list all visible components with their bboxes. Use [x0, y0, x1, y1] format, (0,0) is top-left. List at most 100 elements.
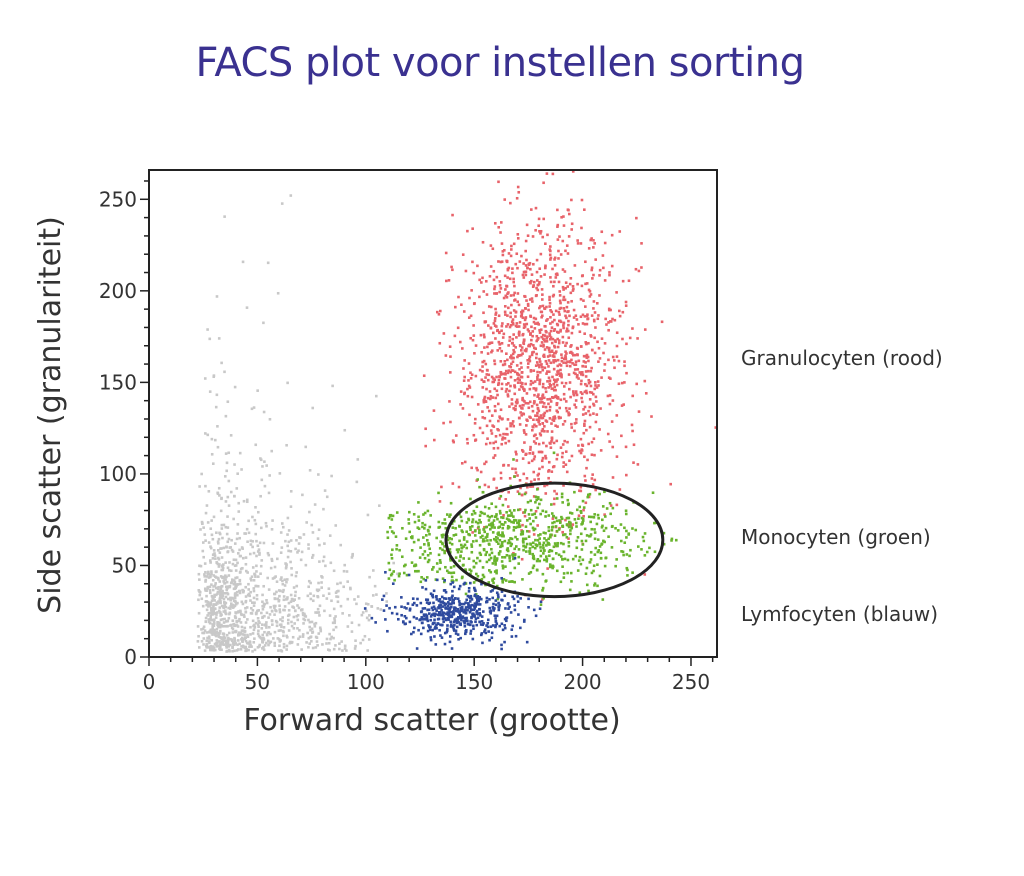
data-point [539, 546, 542, 549]
data-point [488, 441, 492, 445]
data-point [538, 378, 542, 382]
data-point [423, 550, 427, 553]
data-point [501, 579, 504, 583]
data-point [416, 526, 420, 529]
data-point [443, 589, 447, 592]
data-point [269, 605, 272, 609]
data-point [478, 596, 481, 599]
data-point [476, 521, 480, 525]
data-point [624, 509, 628, 513]
data-point [581, 444, 585, 447]
data-point [564, 406, 568, 410]
data-point [529, 315, 533, 318]
data-point [488, 638, 491, 642]
data-point [599, 449, 603, 452]
data-point [602, 266, 605, 270]
data-point [553, 542, 557, 545]
data-point [484, 525, 488, 529]
data-point [541, 589, 544, 592]
data-point [596, 584, 599, 588]
data-point [203, 573, 206, 576]
data-point [441, 611, 445, 614]
data-point [201, 604, 205, 608]
data-point [561, 533, 565, 537]
data-point [469, 632, 472, 635]
data-point [577, 323, 580, 326]
data-point [532, 316, 536, 320]
data-point [488, 419, 492, 423]
data-point [503, 377, 507, 380]
data-point [534, 364, 538, 367]
data-point [452, 519, 456, 523]
data-point [206, 587, 210, 590]
data-point [498, 284, 502, 287]
data-point [263, 614, 266, 618]
data-point [570, 422, 573, 426]
data-point [222, 580, 225, 583]
data-point [504, 288, 507, 291]
data-point [215, 639, 219, 642]
data-point [448, 602, 451, 606]
data-point [538, 559, 542, 563]
data-point [498, 415, 501, 418]
data-point [487, 324, 490, 327]
data-point [452, 564, 456, 568]
data-point [571, 289, 575, 292]
data-point [255, 597, 259, 601]
data-point [444, 354, 448, 357]
data-point [521, 539, 525, 543]
data-point [446, 627, 449, 631]
data-point [499, 287, 503, 290]
data-point [556, 337, 559, 341]
data-point [209, 575, 212, 579]
data-point [534, 433, 537, 437]
data-point [230, 602, 233, 605]
data-point [437, 553, 441, 557]
data-point [481, 431, 485, 435]
data-point [214, 405, 218, 409]
data-point [574, 363, 578, 366]
data-point [366, 513, 370, 517]
data-point [643, 379, 647, 383]
data-point [570, 580, 573, 583]
data-point [590, 314, 594, 317]
data-point [247, 588, 250, 591]
gate-ellipse[interactable] [444, 481, 665, 599]
data-point [305, 641, 308, 644]
data-point [497, 428, 500, 432]
data-point [217, 557, 221, 561]
data-point [483, 397, 486, 401]
data-point [447, 601, 450, 604]
data-point [423, 617, 427, 621]
data-point [214, 616, 218, 619]
data-point [262, 584, 265, 588]
data-point [238, 642, 241, 646]
data-point [224, 624, 227, 628]
data-point [605, 323, 608, 326]
data-point [483, 628, 487, 631]
data-point [531, 541, 535, 545]
data-point [467, 532, 470, 536]
data-point [529, 383, 533, 386]
data-point [404, 622, 407, 626]
data-point [392, 570, 396, 573]
data-point [498, 375, 501, 379]
data-point [449, 620, 452, 624]
data-point [645, 550, 649, 554]
data-point [267, 491, 271, 495]
data-point [429, 636, 433, 639]
data-point [565, 316, 568, 320]
data-point [583, 208, 586, 211]
data-point [515, 322, 519, 325]
data-point [557, 310, 561, 314]
data-point [526, 234, 530, 238]
data-point [420, 617, 424, 621]
data-point [462, 545, 465, 548]
data-point [524, 273, 528, 277]
data-point [540, 365, 544, 369]
data-point [527, 597, 530, 601]
data-point [450, 265, 453, 269]
data-point [204, 511, 208, 515]
data-point [556, 225, 559, 229]
data-point [525, 258, 528, 262]
